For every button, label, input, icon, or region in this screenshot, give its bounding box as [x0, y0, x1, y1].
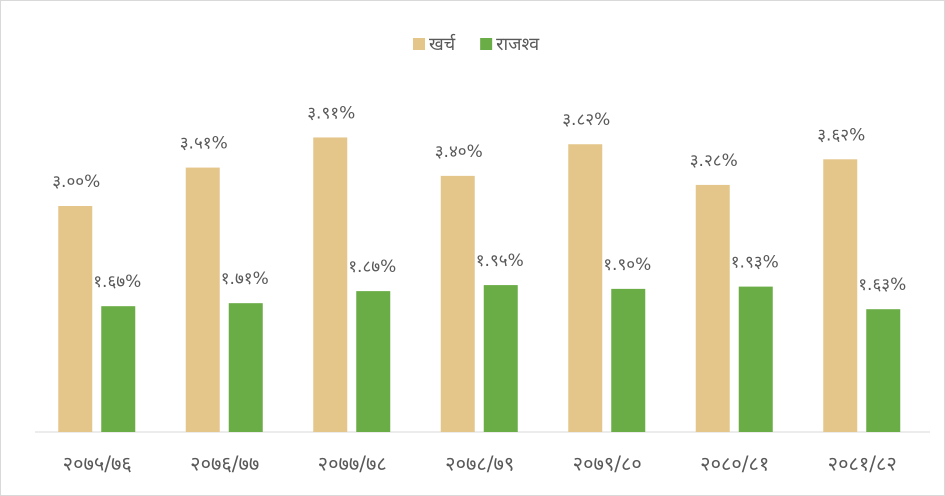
bar: [695, 184, 730, 432]
x-tick-label: २०७८/७९: [445, 452, 514, 476]
bar: [823, 159, 858, 432]
bar: [866, 309, 901, 432]
bar: [58, 206, 93, 432]
bar: [611, 288, 646, 432]
value-label: १.९०%: [603, 255, 651, 275]
x-tick-label: २०८१/८२: [828, 452, 897, 476]
value-label: १.६३%: [858, 275, 906, 295]
x-tick-label: २०७६/७७: [190, 452, 259, 476]
bar: [440, 175, 475, 432]
value-label: ३.२८%: [690, 151, 738, 171]
value-label: १.६७%: [93, 272, 141, 292]
legend-label: राजश्व: [496, 34, 540, 55]
bar: [738, 286, 773, 432]
value-label: ३.६२%: [817, 125, 865, 145]
value-label: १.७१%: [221, 269, 269, 289]
value-label: ३.००%: [52, 172, 100, 192]
bar: [568, 144, 603, 432]
bar: [313, 137, 348, 433]
value-label: १.९५%: [476, 251, 524, 271]
x-tick-label: २०७७/७८: [318, 452, 387, 476]
x-tick-label: २०७९/८०: [573, 452, 642, 476]
bar: [356, 291, 391, 432]
x-tick-label: २०८०/८१: [700, 452, 769, 476]
x-tick-label: २०७५/७६: [63, 452, 132, 476]
value-label: ३.९१%: [307, 103, 355, 123]
bar: [483, 285, 518, 432]
bar: [185, 167, 220, 432]
bar: [228, 303, 263, 432]
value-label: ३.४०%: [435, 142, 483, 162]
legend-label: खर्च: [429, 33, 456, 55]
value-label: ३.८२%: [562, 110, 610, 130]
legend-swatch: [480, 38, 493, 50]
bar: [101, 306, 136, 432]
value-label: १.९३%: [731, 253, 779, 273]
value-label: १.८७%: [348, 257, 396, 277]
value-label: ३.५१%: [180, 134, 228, 154]
legend-swatch: [413, 38, 425, 50]
